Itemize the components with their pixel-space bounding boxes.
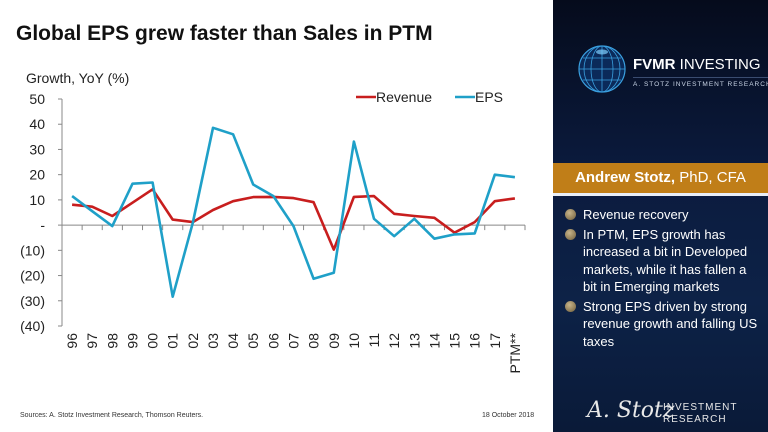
x-tick-label: 01: [165, 333, 181, 349]
series-line-revenue: [71, 188, 516, 251]
bullet-text: Revenue recovery: [583, 207, 689, 222]
x-tick-label: 11: [366, 333, 382, 348]
y-tick-label: 10: [29, 192, 45, 208]
x-tick-label: 14: [426, 333, 442, 349]
x-tick-label: 99: [124, 333, 140, 349]
y-tick-label: -: [40, 217, 45, 233]
x-tick-label: 00: [145, 333, 161, 349]
sig-line-1: INVESTMENT: [663, 402, 738, 413]
x-tick-label: 13: [406, 333, 422, 349]
date-note: 18 October 2018: [482, 412, 535, 419]
brand-rest: INVESTING: [675, 56, 761, 73]
series-line-eps: [71, 126, 516, 299]
x-tick-label: 15: [447, 333, 463, 349]
brand-bold: FVMR: [633, 56, 676, 73]
y-tick-label: 20: [29, 167, 45, 183]
bullet-list: Revenue recovery In PTM, EPS growth has …: [563, 206, 763, 352]
sig-line-2: RESEARCH: [663, 414, 727, 425]
x-tick-label: 05: [245, 333, 261, 349]
page-title: Global EPS grew faster than Sales in PTM: [16, 22, 433, 45]
y-tick-label: 30: [29, 141, 45, 157]
x-tick-label: 12: [386, 333, 402, 349]
signature-caption: INVESTMENT RESEARCH: [663, 402, 737, 426]
x-tick-label: 96: [64, 333, 80, 349]
x-tick-label: 07: [286, 333, 302, 349]
x-tick-label: 16: [467, 333, 483, 349]
bullet-icon: [565, 300, 576, 312]
y-tick-label: (10): [20, 242, 45, 258]
signature-logo: A. Stotz: [587, 398, 675, 423]
x-tick-label: 06: [265, 333, 281, 349]
x-tick-label: 02: [185, 333, 201, 349]
author-banner: Andrew Stotz, PhD, CFA: [553, 163, 768, 196]
bullet-item: In PTM, EPS growth has increased a bit i…: [563, 226, 763, 296]
y-tick-label: (40): [20, 318, 45, 334]
globe-icon: [578, 45, 626, 93]
y-tick-label: (20): [20, 268, 45, 284]
author-name: Andrew Stotz,: [575, 169, 676, 186]
bullet-item: Strong EPS driven by strong revenue grow…: [563, 298, 763, 351]
bullet-icon: [565, 209, 576, 220]
author-credentials: PhD, CFA: [675, 169, 746, 186]
x-tick-label: 17: [487, 333, 503, 349]
y-axis-label: Growth, YoY (%): [26, 70, 130, 86]
x-tick-label: PTM**: [507, 332, 523, 373]
y-tick-label: 50: [29, 91, 45, 107]
side-panel: FVMR INVESTING A. STOTZ INVESTMENT RESEA…: [553, 0, 768, 432]
x-tick-label: 97: [84, 333, 100, 349]
brand-name: FVMR INVESTING: [633, 56, 761, 73]
x-tick-label: 98: [104, 333, 120, 349]
bullet-icon: [565, 228, 576, 240]
x-tick-label: 08: [306, 333, 322, 349]
x-tick-label: 10: [346, 333, 362, 349]
sources-note: Sources: A. Stotz Investment Research, T…: [20, 412, 204, 419]
legend-label-revenue: Revenue: [376, 89, 432, 105]
bullet-item: Revenue recovery: [563, 206, 763, 224]
y-tick-label: 40: [29, 116, 45, 132]
bullet-text: In PTM, EPS growth has increased a bit i…: [583, 226, 748, 295]
x-tick-label: 03: [205, 333, 221, 349]
bullet-text: Strong EPS driven by strong revenue grow…: [583, 298, 758, 349]
x-tick-label: 09: [326, 333, 342, 349]
legend-label-eps: EPS: [475, 89, 503, 105]
y-tick-label: (30): [20, 293, 45, 309]
brand-subtitle: A. STOTZ INVESTMENT RESEARCH: [633, 77, 768, 88]
x-tick-label: 04: [225, 333, 241, 349]
